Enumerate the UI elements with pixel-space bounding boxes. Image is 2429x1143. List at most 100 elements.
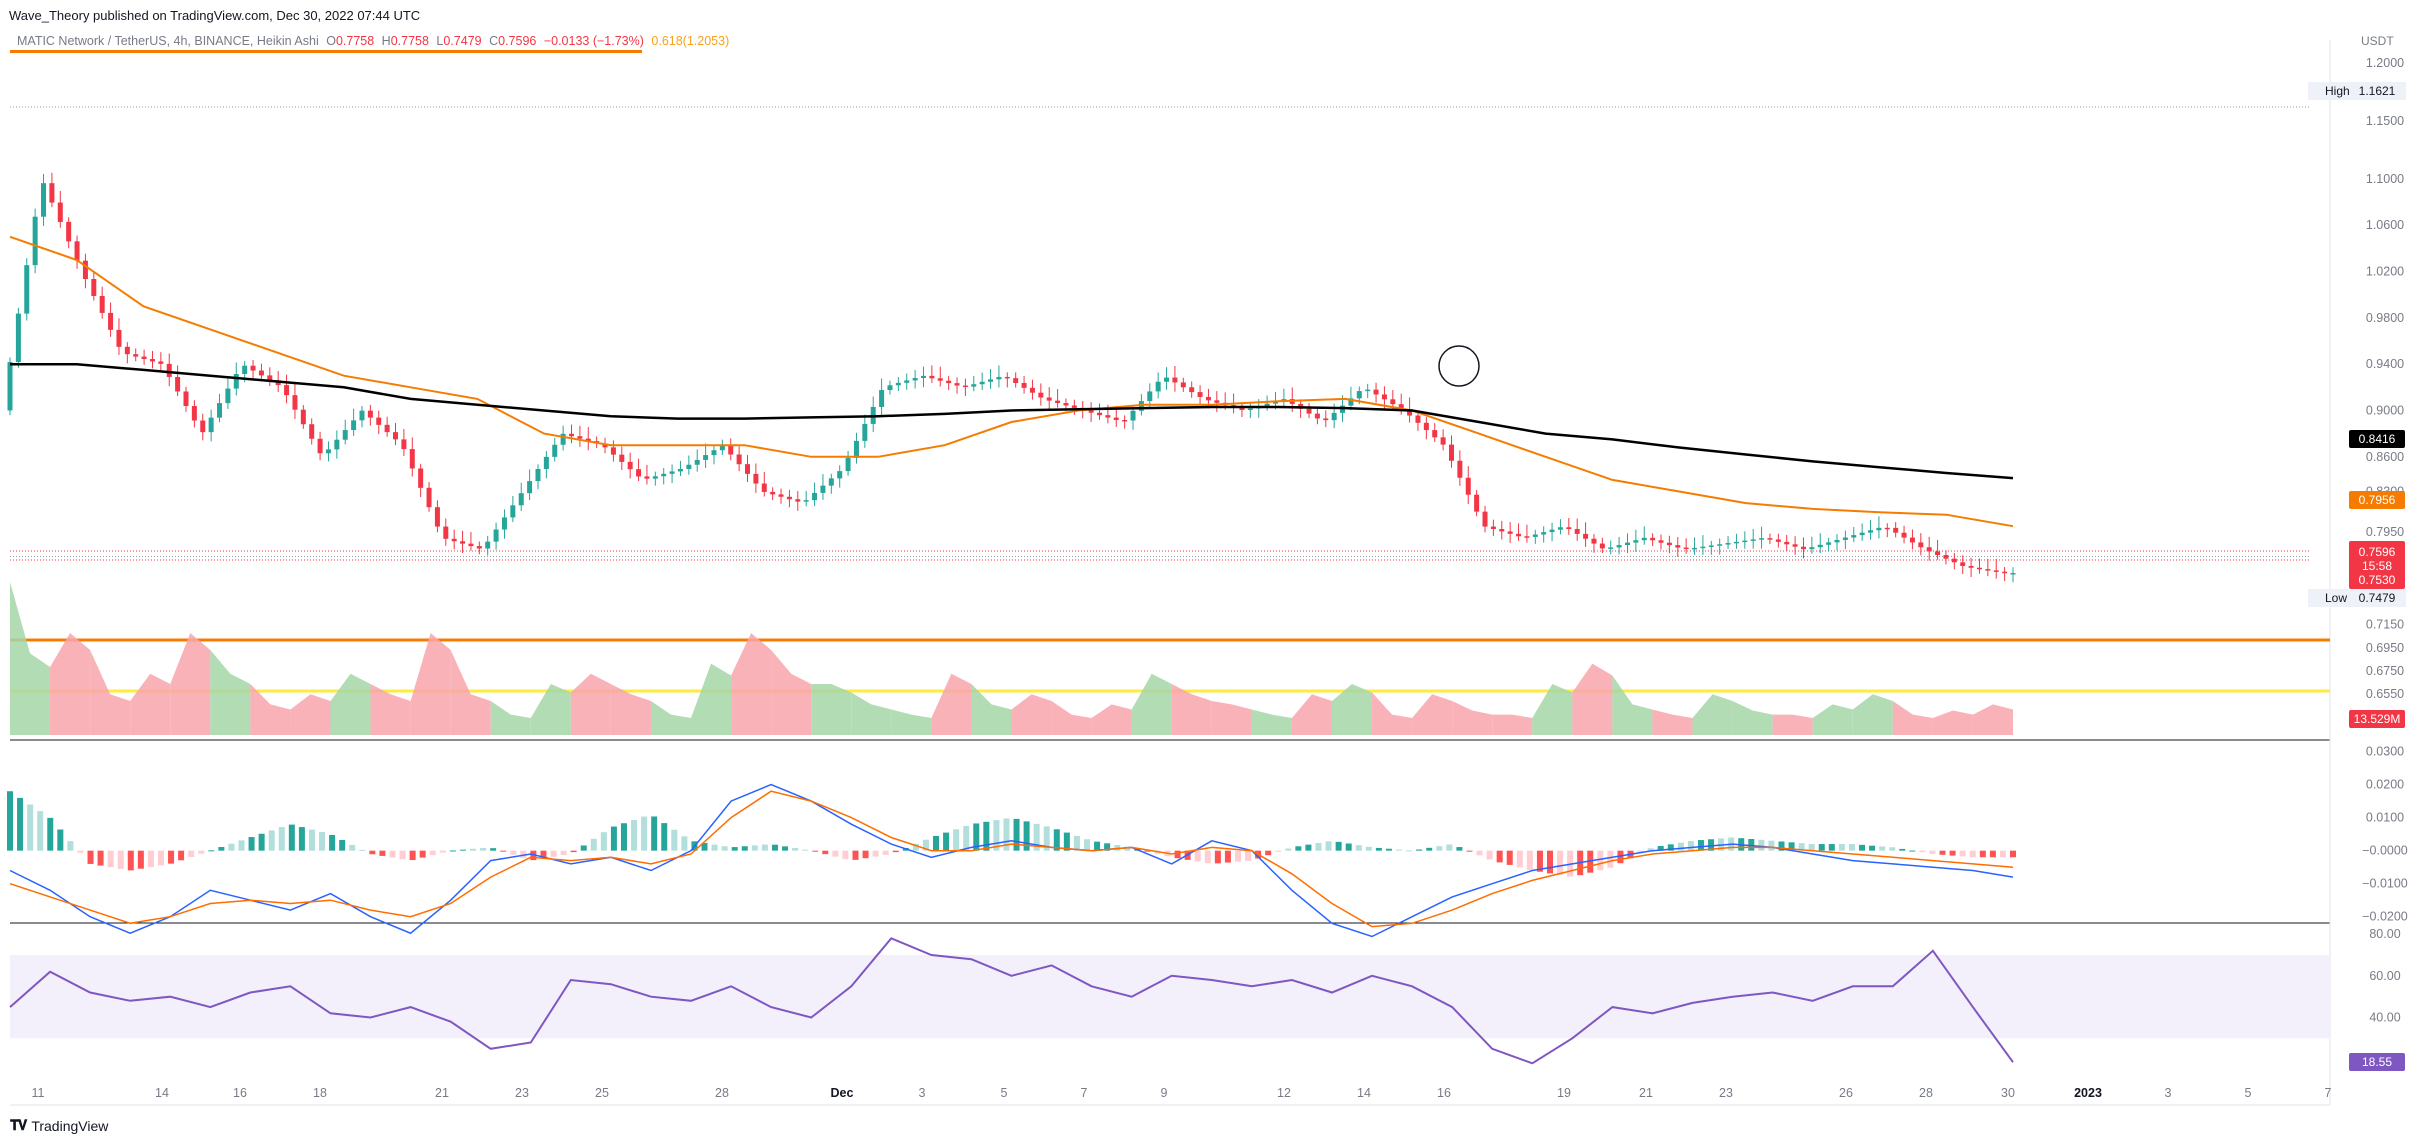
candle-bull xyxy=(334,439,340,450)
macd-histogram-bar xyxy=(490,848,497,851)
macd-histogram-bar xyxy=(1798,843,1805,851)
candle-bear xyxy=(1499,528,1505,532)
macd-histogram-bar xyxy=(349,844,356,851)
rsi-axis-tick: 80.00 xyxy=(2369,927,2400,941)
candle-bear xyxy=(1482,511,1488,527)
candle-bull xyxy=(1750,539,1756,541)
macd-histogram-bar xyxy=(620,823,627,851)
macd-histogram-bar xyxy=(701,842,708,851)
time-axis-tick: 3 xyxy=(919,1086,926,1100)
macd-histogram-bar xyxy=(1375,847,1382,851)
tradingview-logo[interactable]: 𝐓𝐕 TradingView xyxy=(10,1117,108,1134)
candle-bull xyxy=(32,216,38,266)
candle-bull xyxy=(359,410,365,421)
candle-bull xyxy=(1264,403,1270,407)
volume-area xyxy=(1171,684,1212,735)
candle-bull xyxy=(1331,412,1337,421)
price-axis-tick: 1.2000 xyxy=(2366,56,2404,70)
macd-histogram-bar xyxy=(1456,847,1463,851)
candle-bear xyxy=(393,432,399,440)
price-axis-tick: 1.0200 xyxy=(2366,265,2404,279)
symbol-name[interactable]: MATIC Network / TetherUS, 4h, BINANCE, H… xyxy=(17,34,319,48)
macd-histogram-bar xyxy=(1768,840,1775,851)
macd-histogram-bar xyxy=(449,850,456,852)
candle-bear xyxy=(1415,415,1421,423)
candle-bull xyxy=(912,378,918,381)
candle-bear xyxy=(1993,570,1999,572)
candle-bear xyxy=(1583,533,1589,539)
macd-histogram-bar xyxy=(409,850,416,861)
volume-area xyxy=(210,650,251,735)
candle-bear xyxy=(99,295,105,313)
macd-histogram-bar xyxy=(248,837,255,851)
volume-area xyxy=(170,633,211,735)
macd-axis-tick: −0.0000 xyxy=(2362,844,2408,858)
candle-bear xyxy=(1172,377,1178,383)
macd-histogram-bar xyxy=(127,850,134,871)
macd-histogram-bar xyxy=(1124,846,1131,851)
signal-line xyxy=(9,790,2014,928)
macd-histogram-bar xyxy=(1617,850,1624,864)
candle-bear xyxy=(1792,544,1798,547)
time-axis-tick: 28 xyxy=(715,1086,729,1100)
price-axis-tick: 0.9000 xyxy=(2366,403,2404,417)
candle-bull xyxy=(1817,544,1823,548)
candle-bear xyxy=(1658,540,1664,543)
macd-histogram-bar xyxy=(1788,842,1795,851)
macd-histogram-bar xyxy=(1486,850,1493,860)
macd-histogram-bar xyxy=(983,821,990,851)
low-value: 0.7479 xyxy=(2359,591,2396,605)
macd-histogram-bar xyxy=(1416,849,1423,851)
macd-histogram-bar xyxy=(1647,848,1654,851)
macd-histogram-bar xyxy=(1406,850,1413,852)
macd-histogram-bar xyxy=(1828,844,1835,851)
candle-bear xyxy=(1457,460,1463,478)
macd-histogram-bar xyxy=(671,829,678,851)
candle-bear xyxy=(1893,527,1899,533)
volume-area xyxy=(851,692,892,735)
macd-histogram-bar xyxy=(1546,850,1553,874)
macd-histogram-bar xyxy=(1436,846,1443,851)
high-value: 1.1621 xyxy=(2359,84,2396,98)
volume-area xyxy=(1331,684,1373,735)
macd-histogram-bar xyxy=(751,845,758,851)
price-axis-tick: 1.0600 xyxy=(2366,218,2404,232)
macd-histogram-bar xyxy=(610,826,617,851)
candle-bear xyxy=(929,375,935,379)
time-axis-tick: 16 xyxy=(233,1086,247,1100)
candle-bear xyxy=(627,461,633,470)
candle-bull xyxy=(1164,377,1170,382)
candle-bear xyxy=(1935,551,1941,556)
symbol-legend: MATIC Network / TetherUS, 4h, BINANCE, H… xyxy=(17,34,733,48)
macd-histogram-bar xyxy=(37,811,44,851)
candle-bull xyxy=(2010,573,2016,575)
macd-histogram-bar xyxy=(1748,838,1755,851)
close-label: C xyxy=(489,34,499,48)
candle-bull xyxy=(1608,547,1614,549)
macd-histogram-bar xyxy=(178,850,185,861)
volume-area xyxy=(891,709,932,735)
candle-bear xyxy=(1046,397,1052,401)
volume-area xyxy=(370,684,411,735)
open-label: O xyxy=(326,34,336,48)
candle-bear xyxy=(434,507,440,527)
candle-bear xyxy=(141,356,147,360)
candle-bull xyxy=(703,455,709,460)
macd-histogram-bar xyxy=(97,850,104,866)
candle-bear xyxy=(1063,403,1069,406)
support-price: 0.7530 xyxy=(2359,573,2396,587)
bar-timer: 15:58 xyxy=(2362,559,2392,573)
cross-circle xyxy=(1438,345,1480,387)
macd-histogram-bar xyxy=(792,848,799,851)
candle-bear xyxy=(91,278,97,296)
macd-histogram-bar xyxy=(1607,850,1614,868)
volume-area xyxy=(1932,710,1973,735)
candle-bear xyxy=(1038,392,1044,398)
candle-bear xyxy=(1507,531,1513,534)
macd-histogram-bar xyxy=(1496,850,1503,863)
candle-bear xyxy=(1432,430,1438,438)
macd-histogram-bar xyxy=(17,797,24,851)
macd-histogram-bar xyxy=(741,846,748,851)
macd-histogram-bar xyxy=(399,850,406,860)
